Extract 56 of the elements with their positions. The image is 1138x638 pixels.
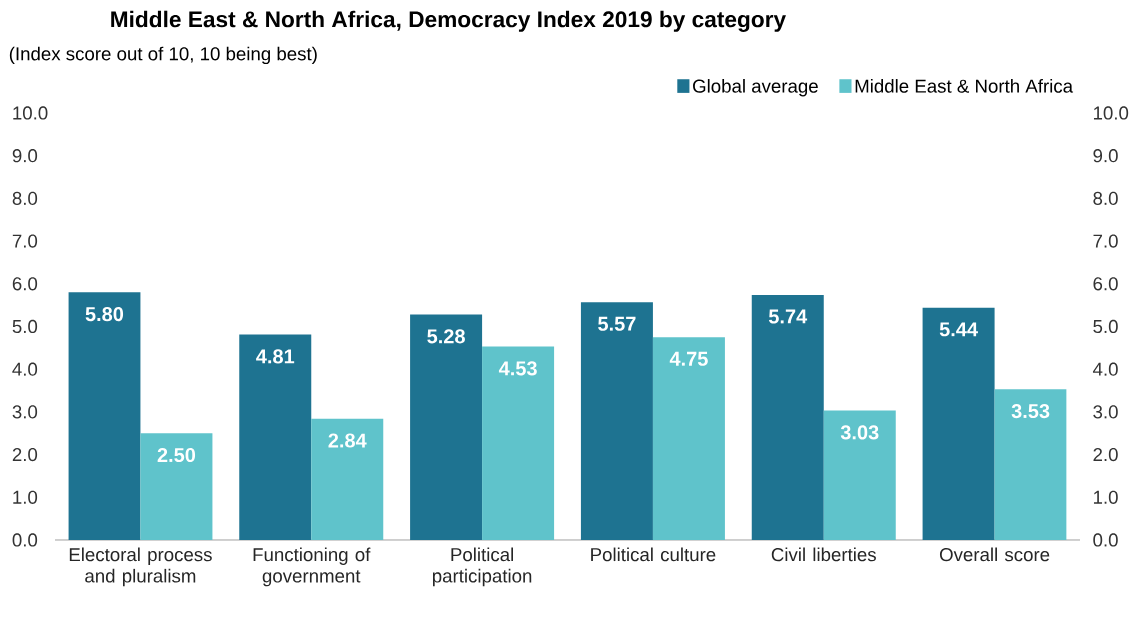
y-tick-label: 0.0 [12,533,38,547]
bar [823,410,896,540]
x-tick-label: Political participation [432,547,532,587]
y2-tick-label: 10.0 [1093,106,1129,120]
data-label: 3.03 [840,425,879,440]
bar [652,337,725,540]
data-label: 4.81 [256,349,295,364]
data-label: 2.84 [328,433,367,448]
x-tick-label: Civil liberties [771,547,876,562]
bar [68,292,141,540]
data-label: 5.44 [939,322,978,337]
y-tick-label: 1.0 [13,490,38,504]
data-label: 4.75 [669,351,708,366]
data-label: 3.53 [1011,403,1050,419]
legend-label: Middle East & North Africa [855,79,1074,93]
data-label: 5.28 [427,329,465,344]
x-tick-label: Functioning of government [253,547,371,587]
y2-tick-label: 0.0 [1093,533,1118,547]
bar [311,418,384,540]
y-tick-label: 5.0 [12,319,38,334]
bar [994,389,1067,540]
bar [410,314,483,540]
bar [239,334,312,540]
y-tick-label: 9.0 [12,149,38,163]
data-label: 4.53 [498,361,537,376]
y-tick-label: 2.0 [12,447,38,462]
y2-tick-label: 6.0 [1093,277,1118,291]
x-tick-label: Overall score [939,547,1050,562]
bar [922,307,995,540]
data-label: 5.74 [768,309,808,324]
y-tick-label: 4.0 [12,362,38,376]
y2-tick-label: 7.0 [1093,234,1118,248]
y-tick-label: 8.0 [12,191,38,205]
y2-tick-label: 1.0 [1093,490,1118,504]
y2-tick-label: 9.0 [1093,149,1118,163]
bar [751,294,824,540]
y-tick-label: 3.0 [12,405,38,419]
bar [580,302,653,540]
data-label: 2.50 [157,447,196,463]
legend-label: Global average [693,79,818,97]
y-tick-label: 7.0 [12,234,38,248]
y2-tick-label: 4.0 [1092,362,1118,376]
data-label: 5.57 [598,316,636,331]
data-label: 5.80 [85,307,124,322]
bar [140,433,213,540]
y2-tick-label: 2.0 [1093,447,1118,462]
y2-tick-label: 5.0 [1093,319,1118,334]
x-tick-label: Political culture [591,547,716,562]
y2-tick-label: 8.0 [1093,191,1118,205]
x-tick-label: Electoral process and pluralism [69,547,212,587]
chart-subtitle: (Index score out of 10, 10 being best) [9,46,317,65]
chart-title: Middle East & North Africa, Democracy Index 2019 by category [111,10,786,32]
y-tick-label: 6.0 [12,277,38,291]
y-tick-label: 10.0 [13,106,48,120]
y2-tick-label: 3.0 [1093,405,1118,419]
bar [482,346,555,540]
